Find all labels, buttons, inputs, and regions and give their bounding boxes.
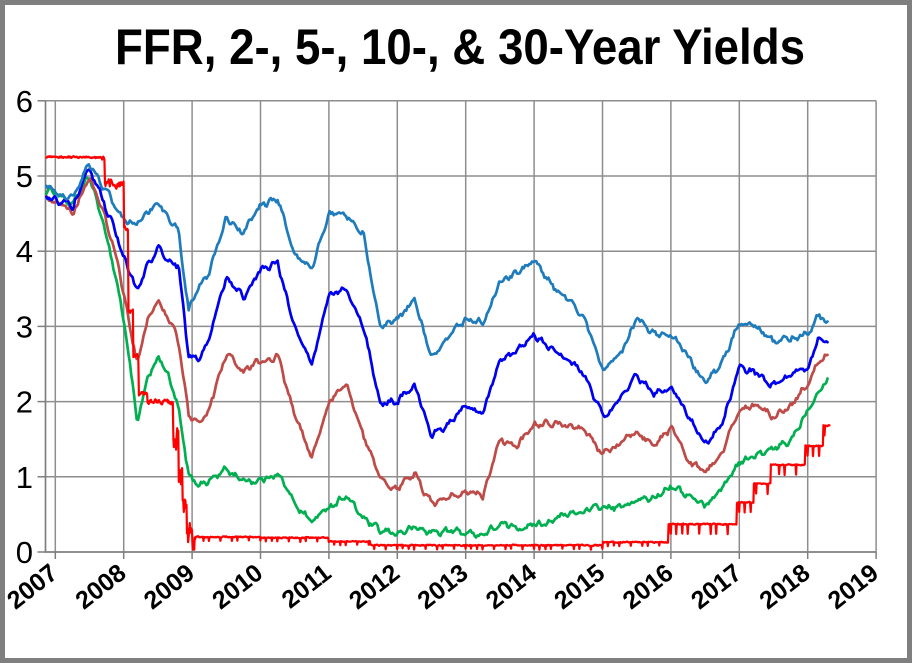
x-tick-label: 2016 (618, 559, 679, 615)
x-tick-label: 2009 (139, 559, 200, 615)
x-tick-label: 2011 (277, 559, 337, 615)
y-tick-label: 1 (16, 460, 33, 495)
y-tick-label: 4 (16, 234, 33, 269)
x-tick-label: 2012 (344, 559, 405, 615)
x-tick-label: 2010 (207, 559, 268, 615)
y-tick-label: 3 (16, 309, 33, 344)
y-tick-label: 2 (16, 385, 33, 420)
axes (37, 100, 877, 559)
x-tick-label: 2008 (70, 559, 131, 615)
series-line-30-year-yield (45, 163, 829, 385)
x-tick-label: 2019 (823, 559, 884, 615)
x-tick-label: 2014 (481, 559, 542, 615)
series-line-ffr-effective-federal-funds-rate (45, 155, 831, 551)
x-tick-label: 2015 (549, 559, 610, 615)
x-tick-label: 2017 (686, 559, 747, 615)
series-line-5-year-yield (45, 177, 829, 508)
x-tick-label: 2013 (412, 559, 473, 615)
series-line-2-year-yield (45, 175, 829, 539)
y-tick-label: 0 (16, 535, 33, 570)
y-tick-label: 6 (16, 84, 33, 119)
chart-title: FFR, 2-, 5-, 10-, & 30-Year Yields (115, 19, 805, 75)
series-lines (45, 155, 831, 551)
series-line-10-year-yield (45, 168, 829, 445)
x-tick-label: 2018 (754, 559, 815, 615)
x-axis-labels: 2007 2008 2009 2010 2011 2012 2013 2014 2015 2016… (2, 559, 884, 615)
y-tick-label: 5 (16, 159, 33, 194)
y-axis-labels: 0 1 2 3 4 5 6 (16, 84, 33, 570)
